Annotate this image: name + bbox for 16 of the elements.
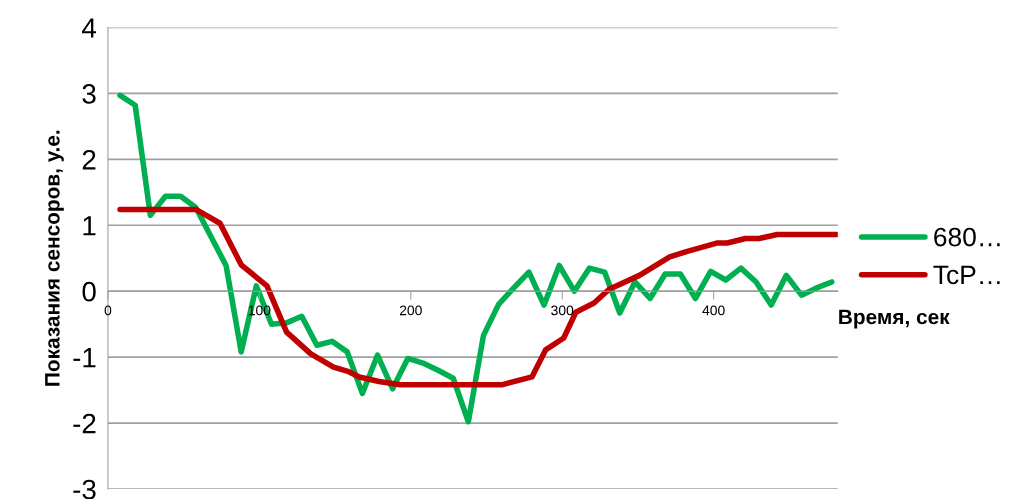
y-axis-title: Показания сенсоров, у.е.: [45, 130, 64, 386]
x-tick-label: 400: [702, 305, 725, 316]
x-tick-label: 200: [399, 305, 422, 316]
x-tick-label: 300: [551, 305, 574, 316]
x-axis-title: Время, сек: [839, 309, 950, 329]
legend-label: 680…: [934, 227, 1000, 247]
y-tick-label: 4: [82, 18, 97, 38]
y-tick-label: 2: [82, 149, 96, 170]
y-tick-label: 0: [82, 281, 96, 302]
y-tick-label: -1: [73, 348, 96, 368]
y-tick-label: -3: [73, 479, 96, 499]
y-tick-label: 3: [82, 84, 96, 104]
x-tick-label: 0: [104, 305, 112, 316]
y-tick-label: -2: [73, 413, 96, 434]
y-tick-label: 1: [83, 216, 96, 236]
legend-label: TcP…: [933, 265, 1000, 285]
